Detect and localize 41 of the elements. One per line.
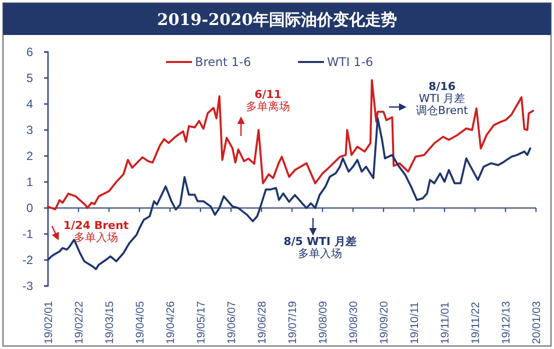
x-tick-label: 19/07/19 — [286, 301, 299, 344]
annotation: 6/11 — [254, 88, 282, 101]
legend-label: Brent 1-6 — [195, 55, 252, 69]
annotation: 多单入场 — [298, 247, 342, 260]
x-tick-label: 19/08/09 — [317, 301, 330, 344]
y-tick-label: -2 — [22, 252, 34, 267]
y-tick-label: 4 — [26, 96, 34, 111]
x-tick-label: 19/03/15 — [104, 301, 116, 344]
chart-title: 2019-2020年国际油价变化走势 — [157, 10, 397, 29]
annotation: 多单入场 — [74, 231, 118, 244]
x-tick-label: 19/02/22 — [73, 301, 86, 344]
annotation: 8/5 WTI 月差 — [284, 235, 356, 248]
annotation: 8/16 — [428, 80, 456, 93]
line-series — [47, 117, 532, 270]
y-tick-label: 5 — [26, 70, 34, 85]
annotation: 调仓Brent — [416, 104, 469, 117]
y-tick-label: -1 — [22, 226, 34, 241]
y-tick-label: 3 — [26, 122, 34, 137]
y-tick-label: -3 — [22, 278, 34, 293]
x-tick-label: 19/08/30 — [348, 301, 360, 344]
y-tick-label: 1 — [26, 174, 34, 189]
x-tick-label: 20/01/03 — [530, 301, 543, 344]
x-tick-label: 19/02/01 — [42, 301, 55, 344]
y-tick-label: 6 — [26, 44, 34, 59]
y-tick-label: 0 — [26, 200, 34, 215]
x-tick-label: 19/06/28 — [256, 301, 268, 344]
x-tick-label: 19/11/01 — [439, 302, 452, 344]
x-tick-label: 19/11/22 — [470, 302, 482, 344]
x-tick-label: 19/04/26 — [164, 301, 177, 344]
x-tick-label: 19/09/20 — [378, 301, 390, 344]
annotation: WTI 月差 — [418, 92, 466, 105]
x-tick-label: 19/05/17 — [195, 301, 208, 344]
annotation: 多单离场 — [246, 100, 290, 113]
line-series — [47, 79, 534, 210]
legend-label: WTI 1-6 — [327, 55, 374, 69]
y-tick-label: 2 — [26, 148, 34, 163]
x-tick-label: 19/06/07 — [226, 301, 238, 344]
x-tick-label: 19/10/11 — [408, 302, 421, 344]
annotation: 1/24 Brent — [63, 219, 129, 232]
x-tick-label: 19/12/13 — [500, 301, 512, 344]
x-tick-label: 19/04/05 — [134, 301, 146, 344]
